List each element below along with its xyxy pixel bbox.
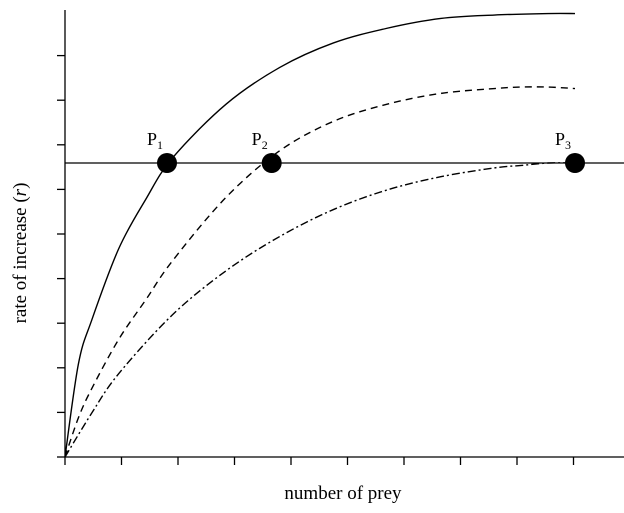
point-label-sub: 1 xyxy=(157,138,163,152)
y-axis-label: rate of increase (r) xyxy=(10,183,31,324)
x-ticks xyxy=(64,457,575,465)
series-line-solid xyxy=(64,12,576,458)
plot-area: P1 P2 P3 xyxy=(57,10,624,465)
y-axis-label-close: ) xyxy=(10,183,31,189)
x-axis-label: number of prey xyxy=(284,483,402,504)
equilibrium-point xyxy=(157,153,177,173)
point-label-sub: 2 xyxy=(262,138,268,152)
series-layer xyxy=(64,12,576,458)
point-label: P2 xyxy=(252,129,268,152)
series-line-dashdot xyxy=(64,162,576,458)
point-label-main: P xyxy=(555,129,565,149)
y-axis-label-main: rate of increase ( xyxy=(10,196,31,323)
series-line-dashed xyxy=(64,86,576,458)
y-ticks xyxy=(57,54,65,458)
equilibrium-point xyxy=(565,153,585,173)
y-axis-label-variable: r xyxy=(10,188,31,196)
equilibrium-points: P1 P2 P3 xyxy=(147,129,585,173)
point-label: P3 xyxy=(555,129,571,152)
point-label: P1 xyxy=(147,129,163,152)
point-label-main: P xyxy=(147,129,157,149)
point-label-sub: 3 xyxy=(565,138,571,152)
point-label-main: P xyxy=(252,129,262,149)
equilibrium-point xyxy=(261,153,282,173)
